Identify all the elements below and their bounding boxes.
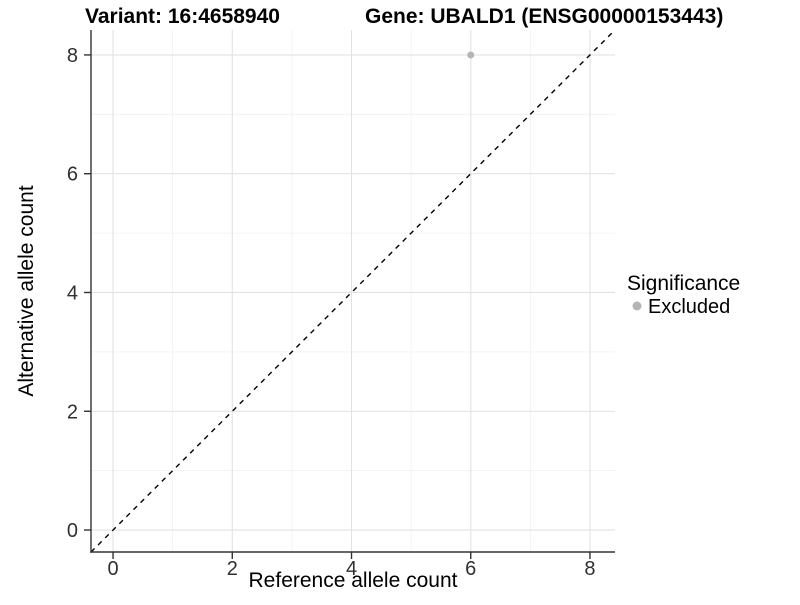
tick-marks bbox=[84, 54, 591, 559]
y-tick-label: 4 bbox=[67, 282, 78, 304]
legend-key-excluded-dot bbox=[632, 301, 642, 311]
x-tick-label: 2 bbox=[227, 558, 238, 580]
x-tick-label: 8 bbox=[584, 558, 595, 580]
grid-major-lines bbox=[91, 30, 615, 552]
data-point bbox=[467, 51, 475, 59]
grid-minor-lines bbox=[91, 30, 615, 552]
y-tick-label: 6 bbox=[67, 164, 78, 186]
x-axis-title: Reference allele count bbox=[249, 569, 458, 592]
x-tick-label: 4 bbox=[346, 558, 357, 580]
data-points bbox=[467, 51, 475, 59]
plot-title-gene: Gene: UBALD1 (ENSG00000153443) bbox=[365, 5, 723, 28]
axis-lines bbox=[90, 30, 615, 553]
y-tick-labels: 0 2 4 6 8 bbox=[67, 45, 78, 542]
x-tick-label: 6 bbox=[465, 558, 476, 580]
x-tick-labels: 0 2 4 6 8 bbox=[107, 558, 595, 580]
legend-label-excluded: Excluded bbox=[648, 296, 730, 318]
x-tick-label: 0 bbox=[107, 558, 118, 580]
y-tick-label: 2 bbox=[67, 401, 78, 423]
y-axis-title: Alternative allele count bbox=[15, 185, 38, 396]
y-tick-label: 0 bbox=[67, 520, 78, 542]
legend-title: Significance bbox=[627, 272, 740, 295]
plot-title-variant: Variant: 16:4658940 bbox=[85, 5, 280, 28]
identity-dashed-line bbox=[90, 29, 616, 553]
y-tick-label: 8 bbox=[67, 45, 78, 67]
legend: Significance Excluded bbox=[627, 272, 740, 318]
